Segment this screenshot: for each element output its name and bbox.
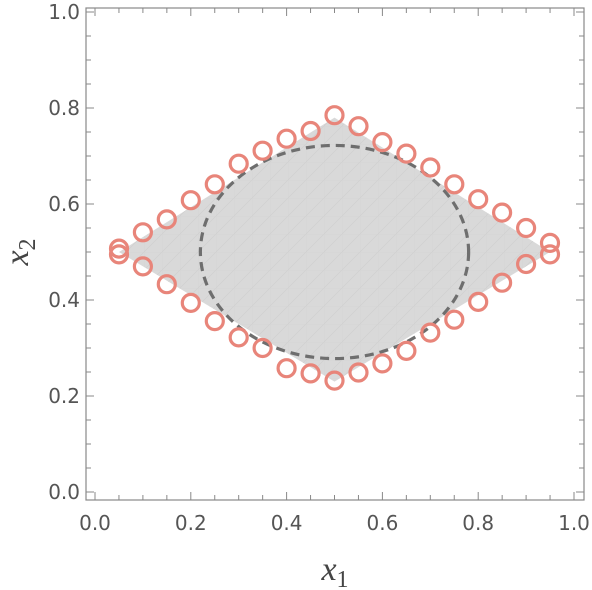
- data-point: [515, 217, 537, 239]
- data-point: [204, 311, 225, 332]
- data-point: [396, 143, 417, 164]
- x-tick-label: 0.0: [79, 511, 111, 535]
- data-point: [420, 322, 441, 343]
- data-point: [276, 358, 297, 379]
- data-point: [444, 174, 465, 195]
- data-point: [324, 370, 345, 391]
- data-point: [132, 256, 153, 277]
- data-point: [132, 222, 153, 243]
- y-tick-label: 0.8: [48, 96, 80, 120]
- data-point: [444, 309, 465, 330]
- data-point: [468, 291, 489, 312]
- y-tick-label: 0.2: [48, 384, 80, 408]
- dashed-ellipse: [198, 143, 471, 361]
- y-axis-title-subscript: 2: [15, 238, 41, 250]
- data-point: [252, 337, 273, 359]
- data-point: [348, 362, 369, 383]
- y-tick-label: 0.6: [48, 192, 80, 216]
- x-tick-label: 1.0: [558, 511, 590, 535]
- data-point: [252, 140, 273, 161]
- x-axis-title: x1: [320, 551, 348, 590]
- x-axis-title-subscript: 1: [337, 567, 349, 590]
- y-tick-label: 1.0: [48, 0, 80, 24]
- data-point: [228, 327, 249, 348]
- data-point: [300, 363, 321, 384]
- data-point: [539, 244, 561, 265]
- x-tick-label: 0.4: [271, 511, 303, 535]
- data-point: [228, 153, 249, 174]
- y-tick-label: 0.4: [48, 288, 80, 312]
- x-tick-label: 0.8: [462, 511, 494, 535]
- x-tick-label: 0.6: [366, 511, 398, 535]
- data-point: [372, 353, 393, 374]
- data-point: [156, 209, 177, 230]
- data-point: [300, 120, 321, 142]
- scatter-points: [108, 105, 561, 391]
- data-point: [108, 238, 130, 259]
- data-point: [324, 105, 345, 126]
- data-point: [180, 190, 201, 211]
- data-point: [276, 128, 297, 149]
- data-point: [396, 340, 417, 361]
- data-point: [204, 174, 225, 195]
- y-axis-title-base: x: [0, 250, 36, 266]
- x-tick-label: 0.2: [175, 511, 207, 535]
- data-point: [372, 132, 393, 153]
- data-point: [156, 274, 177, 295]
- data-point: [492, 202, 513, 223]
- x-axis-title-base: x: [320, 551, 336, 588]
- data-point: [180, 292, 201, 313]
- y-tick-label: 0.0: [48, 480, 80, 504]
- data-point: [348, 116, 369, 137]
- data-point: [468, 189, 489, 210]
- data-point: [515, 253, 537, 275]
- axis-ticks: 0.0 0.2 0.4 0.6 0.8 1.0 0.0 0.2 0.4 0.6 0.8 1.0: [48, 0, 590, 535]
- data-point: [539, 232, 561, 253]
- data-point: [420, 157, 441, 178]
- data-point: [492, 272, 513, 293]
- y-axis-title: x2: [0, 238, 41, 266]
- data-point: [108, 244, 130, 265]
